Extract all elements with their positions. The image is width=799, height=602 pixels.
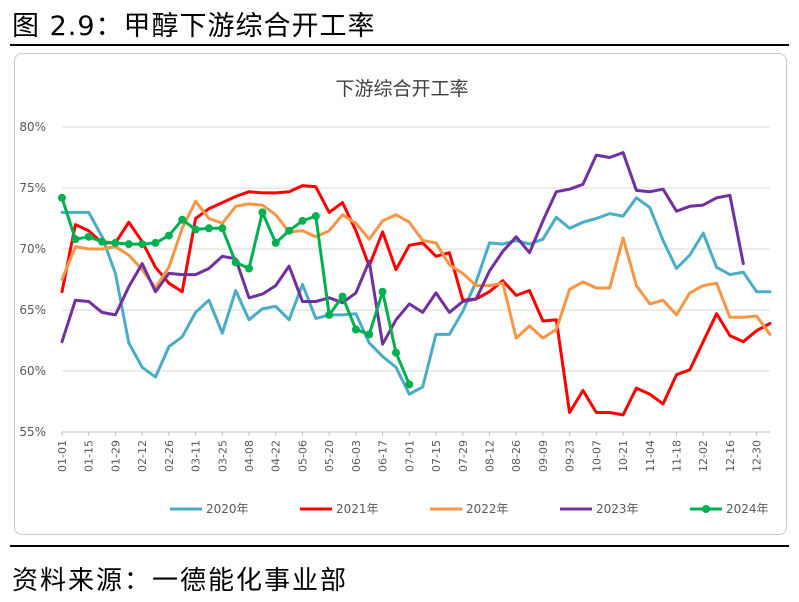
data-point [298, 216, 307, 225]
y-tick-label: 60% [19, 364, 46, 378]
data-point [392, 348, 400, 357]
data-point [111, 238, 120, 247]
legend-label: 2021年 [336, 502, 379, 516]
x-tick-label: 04-22 [270, 440, 283, 472]
legend-item: 2021年 [300, 502, 379, 516]
data-point [218, 224, 227, 233]
x-tick-label: 01-01 [56, 440, 69, 472]
data-point [351, 325, 360, 334]
y-axis-ticks: 55% 60% 65% 70% 75% 80% [19, 120, 46, 439]
x-tick-label: 01-29 [109, 440, 122, 472]
x-tick-label: 03-11 [190, 440, 203, 472]
x-tick-label: 06-03 [350, 440, 363, 472]
x-tick-label: 11-18 [670, 440, 683, 472]
x-tick-label: 09-23 [564, 440, 577, 472]
data-point [124, 240, 133, 249]
data-point [164, 231, 173, 240]
x-tick-label: 12-02 [697, 440, 710, 472]
x-tick-label: 02-26 [163, 440, 176, 472]
data-point [365, 330, 374, 339]
data-point [151, 238, 160, 247]
data-point [338, 292, 347, 301]
legend-item: 2022年 [430, 502, 509, 516]
data-point [204, 224, 213, 233]
data-point [311, 212, 320, 221]
data-point [138, 240, 147, 249]
x-tick-label: 04-08 [243, 440, 256, 472]
x-tick-label: 05-06 [296, 440, 309, 472]
data-point [245, 264, 253, 273]
data-point [231, 258, 240, 267]
series-2022年 [60, 199, 772, 340]
series-lines [58, 151, 772, 417]
legend: 2020年 2021年 2022年 2023年 2024年 [170, 502, 769, 516]
y-tick-label: 70% [19, 242, 46, 256]
series-2024年 [58, 193, 414, 389]
header-rule [10, 44, 789, 46]
series-2021年 [60, 184, 772, 417]
x-tick-label: 02-12 [136, 440, 149, 472]
x-tick-label: 11-04 [644, 440, 657, 472]
figure-header: 图 2.9：甲醇下游综合开工率 [12, 11, 376, 42]
x-tick-label: 10-07 [590, 440, 603, 472]
x-tick-label: 05-20 [323, 440, 336, 472]
data-point [191, 225, 200, 234]
x-tick-label: 12-16 [724, 440, 737, 472]
y-tick-label: 80% [19, 120, 46, 134]
x-tick-label: 12-30 [751, 440, 764, 472]
series-2020年 [60, 196, 772, 396]
series-line [60, 184, 772, 417]
legend-item: 2024年 [690, 502, 769, 516]
data-point [258, 208, 267, 217]
data-point [271, 238, 280, 247]
x-tick-label: 07-15 [430, 440, 443, 472]
y-tick-label: 65% [19, 303, 46, 317]
legend-label: 2023年 [596, 502, 639, 516]
legend-item: 2023年 [560, 502, 639, 516]
data-point [71, 235, 80, 244]
legend-label: 2024年 [726, 502, 769, 516]
chart-title: 下游综合开工率 [335, 78, 468, 100]
x-tick-label: 08-26 [510, 440, 523, 472]
series-line [60, 196, 772, 396]
series-2023年 [60, 151, 745, 346]
y-tick-label: 55% [19, 425, 46, 439]
footer-rule [10, 545, 789, 547]
x-tick-label: 07-29 [457, 440, 470, 472]
series-line [60, 199, 772, 340]
x-tick-label: 07-01 [403, 440, 416, 472]
data-point [285, 226, 294, 235]
x-tick-label: 03-25 [216, 440, 229, 472]
legend-label: 2022年 [466, 502, 509, 516]
data-point [58, 193, 66, 202]
x-tick-label: 08-12 [483, 440, 496, 472]
data-point [325, 310, 334, 319]
x-tick-label: 10-21 [617, 440, 630, 472]
legend-item: 2020年 [170, 502, 249, 516]
data-point [178, 215, 187, 224]
y-tick-label: 75% [19, 181, 46, 195]
x-tick-label: 01-15 [83, 440, 96, 472]
x-tick-label: 06-17 [377, 440, 390, 472]
data-point [84, 232, 93, 241]
x-tick-label: 09-09 [537, 440, 550, 472]
source-note: 资料来源：一德能化事业部 [12, 566, 349, 596]
chart-panel [14, 53, 787, 535]
data-point [405, 380, 414, 389]
data-point [98, 237, 107, 246]
legend-marker [702, 505, 710, 513]
x-axis-ticks: 01-01 01-15 01-29 02-12 02-26 03-11 03-25 04-08… [56, 432, 764, 472]
series-line [60, 151, 745, 346]
data-point [378, 287, 387, 296]
gridlines [62, 126, 770, 433]
legend-label: 2020年 [206, 502, 249, 516]
